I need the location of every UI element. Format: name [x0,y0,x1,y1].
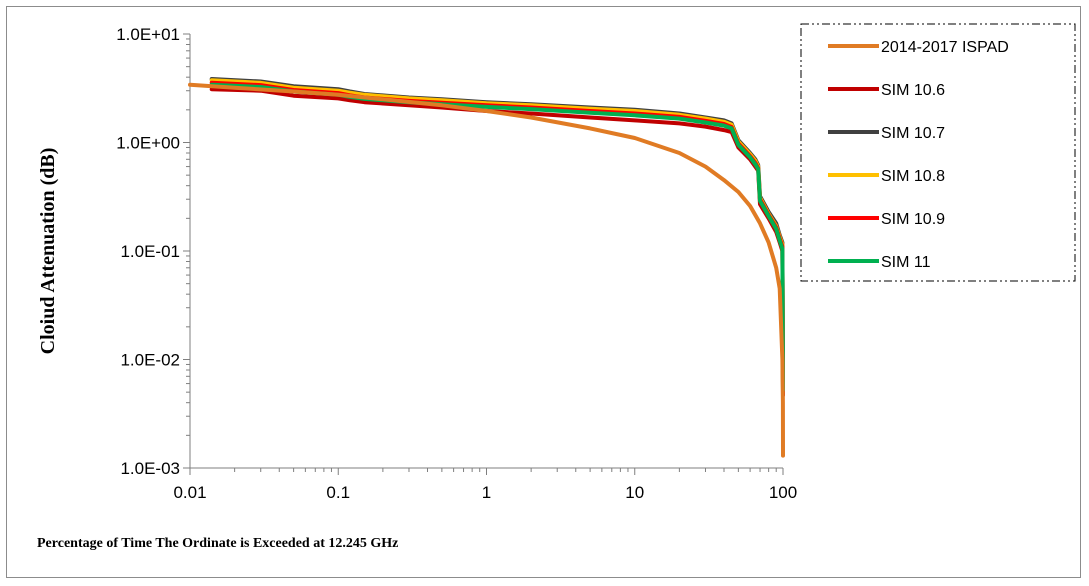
y-tick-label: 1.0E+01 [116,25,180,44]
x-axis-label: Percentage of Time The Ordinate is Excee… [37,536,398,551]
y-tick-label: 1.0E-01 [120,242,180,261]
series-line [188,82,785,458]
legend-label: SIM 10.7 [881,125,945,142]
axes [183,33,784,475]
series-line [209,82,785,393]
chart-frame [6,6,1081,578]
legend-label: SIM 10.9 [881,211,945,228]
y-tick-labels: 1.0E-03 1.0E-02 1.0E-01 1.0E+00 1.0E+01 [116,25,180,478]
y-tick-label: 1.0E-03 [120,459,180,478]
legend: 2014-2017 ISPAD SIM 10.6 SIM 10.7 SIM 10.8 S… [800,23,1076,282]
y-tick-label: 1.0E-02 [120,351,180,370]
legend-label: 2014-2017 ISPAD [881,39,1009,56]
y-tick-label: 1.0E+00 [116,134,180,153]
x-tick-label: 1 [482,483,491,502]
series-line [209,80,785,390]
legend-label: SIM 10.6 [881,82,945,99]
series-lines [188,77,785,458]
y-axis-label: Cloiud Attenuation (dB) [37,148,59,355]
series-line [209,87,785,398]
x-tick-label: 0.01 [173,483,206,502]
x-tick-label: 10 [625,483,644,502]
x-tick-labels: 0.01 0.1 1 10 100 [173,483,797,502]
legend-label: SIM 11 [881,254,931,271]
x-tick-label: 100 [769,483,797,502]
x-tick-label: 0.1 [326,483,350,502]
legend-box [800,23,1076,282]
legend-label: SIM 10.8 [881,168,945,185]
